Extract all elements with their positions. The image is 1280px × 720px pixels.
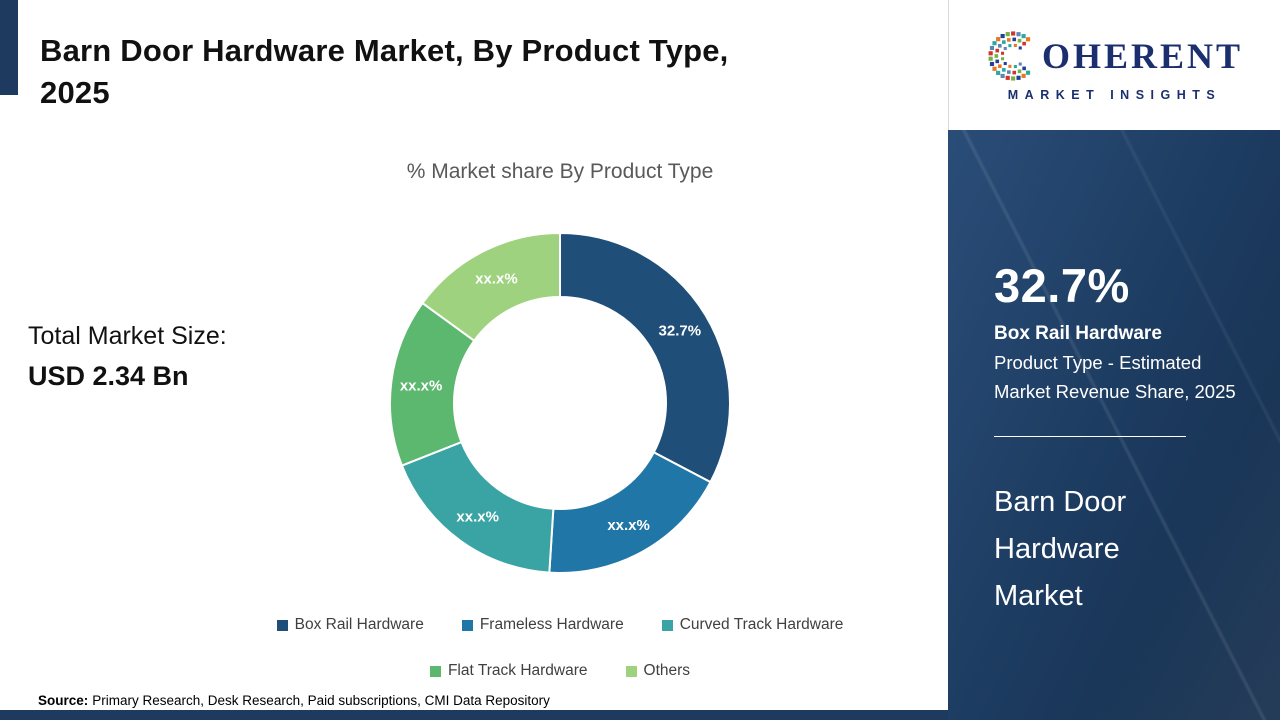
donut-slice-label: 32.7% bbox=[659, 323, 702, 340]
total-market-size-value: USD 2.34 Bn bbox=[28, 361, 189, 391]
logo-mosaic-dot bbox=[1013, 64, 1017, 68]
logo-mosaic-dot bbox=[1016, 31, 1021, 36]
logo-mosaic-dot bbox=[1006, 37, 1011, 42]
donut-slice-label: xx.x% bbox=[607, 517, 650, 534]
legend-item: Others bbox=[625, 662, 691, 680]
logo-mosaic-dot bbox=[1001, 67, 1006, 72]
legend-label: Frameless Hardware bbox=[479, 616, 624, 633]
logo-mosaic-dot bbox=[1005, 31, 1010, 36]
donut-chart: 32.7% xx.x% xx.x% xx.x% xx.x% bbox=[320, 163, 800, 643]
logo-mosaic-dot bbox=[1001, 39, 1006, 44]
logo-mosaic-dot bbox=[995, 59, 1000, 63]
legend-label: Others bbox=[643, 662, 691, 679]
logo-mosaic-dot bbox=[988, 56, 993, 61]
legend-swatch bbox=[276, 619, 288, 631]
logo-mosaic-dot bbox=[992, 40, 997, 45]
legend-swatch bbox=[429, 665, 441, 677]
donut-segment-1 bbox=[548, 450, 712, 574]
logo-mosaic-dot bbox=[1003, 46, 1007, 50]
logo-mosaic-dot bbox=[1018, 61, 1022, 66]
logo-mosaic-dot bbox=[996, 36, 1001, 41]
page-title-line1: Barn Door Hardware Market, By Product Ty… bbox=[40, 33, 729, 68]
sidebar-divider bbox=[994, 436, 1186, 438]
logo-mosaic-dot bbox=[998, 43, 1002, 48]
logo-mosaic-dot bbox=[1018, 45, 1022, 50]
highlight-stat-title: Box Rail Hardware bbox=[994, 323, 1162, 344]
logo-mosaic-dot bbox=[1013, 43, 1017, 47]
page-title-line2: 2025 bbox=[40, 74, 110, 110]
logo-mosaic-dot bbox=[1025, 70, 1031, 75]
logo-mosaic-dot bbox=[1008, 64, 1012, 68]
highlight-stat-value: 32.7% bbox=[994, 259, 1130, 312]
corner-accent bbox=[0, 0, 18, 95]
source-text: Primary Research, Desk Research, Paid su… bbox=[92, 693, 550, 708]
legend-label: Flat Track Hardware bbox=[447, 662, 588, 679]
logo-mosaic-dot bbox=[1021, 73, 1026, 78]
highlight-stat-description: Product Type - Estimated Market Revenue … bbox=[994, 352, 1236, 402]
logo-mosaic-dot bbox=[998, 63, 1002, 68]
donut-slice-label: xx.x% bbox=[475, 270, 518, 287]
donut-segment-4 bbox=[421, 231, 561, 343]
donut-slice-label: xx.x% bbox=[400, 377, 443, 394]
logo-mosaic-dot bbox=[1011, 30, 1016, 36]
logo-mosaic-dot bbox=[1003, 61, 1007, 65]
legend-item: Frameless Hardware bbox=[461, 616, 624, 634]
sidebar-panel: 32.7% Box Rail Hardware Product Type - E… bbox=[948, 130, 1280, 720]
logo-mosaic-dot bbox=[1006, 69, 1011, 74]
bottom-accent-bar bbox=[0, 710, 950, 720]
logo-mosaic-dot bbox=[1000, 33, 1005, 38]
total-market-size-label: Total Market Size: bbox=[28, 322, 227, 350]
chart-legend: Box Rail Hardware Frameless Hardware Curve… bbox=[230, 616, 890, 680]
brand-name: OHERENT bbox=[1041, 35, 1244, 76]
legend-swatch bbox=[661, 619, 673, 631]
logo-mosaic-dot bbox=[1008, 43, 1012, 47]
logo-mosaic-dot bbox=[1005, 75, 1010, 80]
legend-swatch bbox=[461, 619, 473, 631]
logo-mosaic-dot bbox=[1017, 69, 1022, 73]
legend-item: Flat Track Hardware bbox=[429, 662, 588, 680]
sidebar: OHERENT MARKET INSIGHTS 32.7% Box Rail H… bbox=[948, 0, 1280, 720]
coherent-c-mosaic-icon bbox=[988, 30, 1031, 81]
logo-mosaic-dot bbox=[1021, 33, 1026, 38]
legend-item: Curved Track Hardware bbox=[661, 616, 844, 634]
page-title: Barn Door Hardware Market, By Product Ty… bbox=[40, 30, 900, 114]
logo-mosaic-dot bbox=[1000, 56, 1005, 60]
logo-mosaic-dot bbox=[996, 70, 1001, 75]
logo-mosaic-dot bbox=[1012, 37, 1017, 41]
logo-mosaic-dot bbox=[989, 61, 995, 66]
legend-swatch bbox=[625, 665, 637, 677]
report-market-name: Barn Door Hardware Market bbox=[994, 486, 1127, 613]
logo-mosaic-dot bbox=[1000, 73, 1005, 78]
logo-mosaic-dot bbox=[995, 48, 1000, 52]
donut-chart-svg: 32.7% xx.x% xx.x% xx.x% xx.x% bbox=[389, 231, 731, 574]
source-label: Source: bbox=[38, 693, 89, 708]
chart-title: % Market share By Product Type bbox=[406, 160, 714, 183]
logo-mosaic-dot bbox=[1000, 51, 1005, 55]
logo-mosaic-dot bbox=[1012, 70, 1017, 74]
donut-slice-label: xx.x% bbox=[456, 508, 499, 525]
logo-mosaic-dot bbox=[994, 53, 999, 58]
logo-mosaic-dot bbox=[1022, 66, 1026, 70]
total-market-size-block: Total Market Size: USD 2.34 Bn bbox=[28, 322, 227, 392]
brand-logo: OHERENT bbox=[986, 29, 1243, 83]
logo-mosaic-dot bbox=[1017, 38, 1022, 42]
legend-label: Box Rail Hardware bbox=[294, 616, 424, 633]
logo-mosaic-dot bbox=[1025, 36, 1031, 41]
logo-mosaic-dot bbox=[992, 66, 997, 71]
logo-mosaic-dot bbox=[989, 45, 995, 50]
logo-mosaic-dot bbox=[1011, 75, 1016, 81]
donut-segment-0 bbox=[559, 231, 731, 484]
logo-area: OHERENT MARKET INSIGHTS bbox=[948, 0, 1280, 130]
legend-label: Curved Track Hardware bbox=[679, 616, 844, 633]
logo-mosaic-dot bbox=[1022, 41, 1026, 45]
source-line: Source: Primary Research, Desk Research, … bbox=[38, 693, 550, 708]
logo-mosaic-dot bbox=[988, 50, 993, 55]
logo-mosaic-dot bbox=[1016, 75, 1021, 80]
brand-tagline: MARKET INSIGHTS bbox=[1007, 87, 1222, 102]
legend-item: Box Rail Hardware bbox=[276, 616, 424, 634]
